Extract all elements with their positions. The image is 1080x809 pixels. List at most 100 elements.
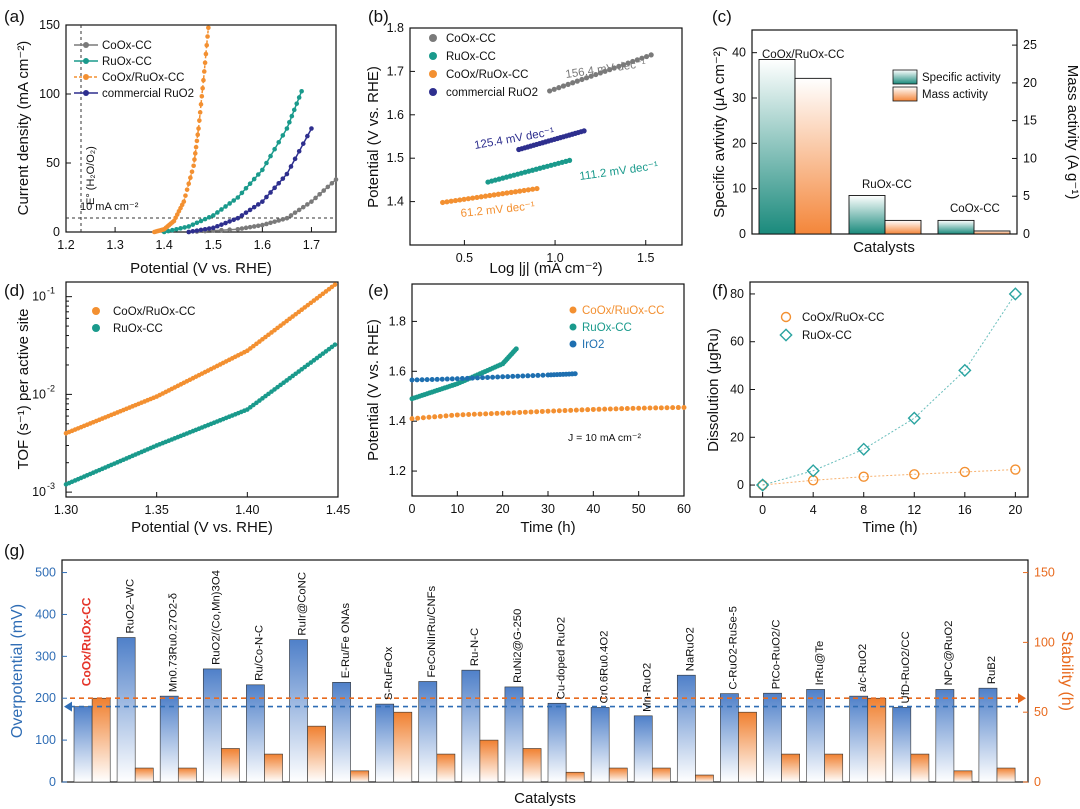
- y-tick-label: 1.8: [389, 314, 406, 328]
- series-point-1: [247, 181, 253, 186]
- stability-point-0: [477, 411, 483, 417]
- overpotential-bar: [461, 669, 481, 783]
- legend-b-2: CoOx/RuOx-CC: [446, 69, 528, 81]
- overpotential-bar: [202, 668, 222, 783]
- tafel-point-0: [551, 86, 557, 92]
- tafel-point-2: [465, 196, 471, 202]
- y-tick-label: 40: [732, 46, 746, 60]
- series-point-2: [193, 144, 199, 150]
- x-tick-label: 1.35: [144, 503, 168, 517]
- stability-point-0: [432, 414, 438, 420]
- tafel-point-0: [625, 60, 631, 66]
- series-point-3: [260, 199, 265, 204]
- panel-g-catalyst-labels: CoOx/RuOx-CC RuO2–WC Mn0.73Ru0.27O2-δ RuO2/…: [79, 570, 998, 712]
- tafel-point-0: [565, 81, 571, 87]
- x-tick-label: 10: [450, 502, 464, 516]
- tafel-point-2: [491, 192, 497, 198]
- stability-bar: [824, 753, 844, 783]
- stability-point-2: [429, 376, 435, 382]
- right-arrow-icon: [1018, 693, 1026, 704]
- panel-c-ylabel: Specific avtivity (μA cm⁻²): [711, 46, 728, 218]
- series-point-2: [192, 157, 197, 162]
- panel-f: (f) 0 4 8 12 16 20 0 20 40 60 80 CoOx/RuOx-CC RuOx…: [705, 281, 1029, 536]
- series-point-1: [255, 172, 261, 177]
- y2-tick-label: 0: [1034, 775, 1041, 789]
- stability-bar: [221, 748, 240, 783]
- panel-f-frame: [749, 281, 1029, 498]
- series-point-3: [280, 176, 286, 181]
- panel-b-label: (b): [368, 7, 389, 26]
- panel-b-series: [440, 52, 654, 206]
- y-tick-label: 0: [739, 227, 746, 241]
- stability-point-0: [460, 412, 466, 418]
- stability-point-2: [459, 376, 465, 382]
- series-point-0: [305, 202, 310, 207]
- stability-point-0: [562, 408, 568, 414]
- catalyst-label: RuO2/(Co,Mn)3O4: [211, 570, 223, 665]
- stability-bar: [393, 711, 413, 783]
- series-point-3: [190, 229, 196, 234]
- series-point-2: [200, 85, 205, 91]
- series-point-3: [231, 217, 237, 223]
- stability-point-0: [613, 406, 619, 412]
- series-point-0: [313, 195, 318, 201]
- y-tick-label: 10: [32, 485, 46, 499]
- stability-bar: [651, 767, 671, 783]
- stability-point-1: [513, 346, 519, 352]
- series-point-0: [280, 217, 286, 222]
- y2-tick-label: 10: [1023, 151, 1037, 165]
- overpotential-bar: [849, 695, 869, 783]
- stability-bar: [177, 767, 197, 783]
- series-point-0: [292, 210, 298, 215]
- series-point-3: [243, 210, 249, 215]
- legend-marker: [429, 70, 437, 78]
- stability-point-0: [500, 410, 506, 416]
- stability-bar: [996, 767, 1016, 783]
- series-point-1: [219, 207, 224, 212]
- tafel-point-2: [470, 195, 476, 201]
- tafel-point-2: [534, 185, 540, 192]
- y-tick-label: 0: [53, 225, 60, 239]
- y2-tick-label: 5: [1023, 189, 1030, 203]
- stability-point-0: [607, 406, 613, 412]
- panel-f-xlabel: Time (h): [862, 519, 917, 536]
- stability-point-0: [539, 408, 545, 414]
- series-point-0: [300, 204, 306, 210]
- stability-bar: [953, 770, 973, 783]
- stability-point-0: [675, 405, 681, 411]
- series-point-3: [251, 204, 257, 210]
- stability-point-0: [483, 411, 489, 417]
- panel-e: (e) 0 10 20 30 40 50 60 1.2 1.4 1.6 1.8 CoOx/RuOx-…: [365, 281, 691, 536]
- y-tick-label: 10: [32, 290, 46, 304]
- x-tick-label: 1.5: [637, 251, 654, 265]
- tafel-point-2: [504, 190, 510, 196]
- series-point-2: [198, 102, 204, 107]
- series-point-2: [196, 126, 201, 131]
- stability-point-0: [585, 407, 591, 413]
- series-line-1: [164, 90, 303, 233]
- series-point-0: [268, 220, 273, 226]
- tafel-point-0: [597, 70, 604, 76]
- panel-a-ref-label: E° (H₂O/O₂): [85, 146, 97, 205]
- catalyst-label: RuNi2@G-250: [512, 609, 524, 683]
- specific-activity-bar: [848, 195, 886, 235]
- y-tick-label: 200: [35, 691, 56, 705]
- stability-bar: [565, 771, 585, 783]
- stability-point-0: [568, 407, 574, 413]
- series-point-1: [202, 216, 208, 222]
- x-tick-label: 0: [759, 503, 766, 517]
- x-tick-label: 8: [860, 503, 867, 517]
- panel-d-frame: [65, 281, 339, 498]
- panel-d-legend: CoOx/RuOx-CC RuOx-CC: [92, 306, 195, 335]
- stability-point-2: [464, 375, 470, 381]
- overpotential-bar: [892, 707, 912, 783]
- stability-point-2: [520, 373, 526, 379]
- series-point-2: [192, 151, 198, 156]
- series-point-3: [202, 226, 208, 232]
- series-point-3: [194, 228, 200, 233]
- series-point-1: [227, 201, 232, 206]
- series-point-0: [272, 219, 277, 224]
- y-tick-label: 40: [730, 383, 744, 397]
- stability-point-0: [664, 405, 670, 411]
